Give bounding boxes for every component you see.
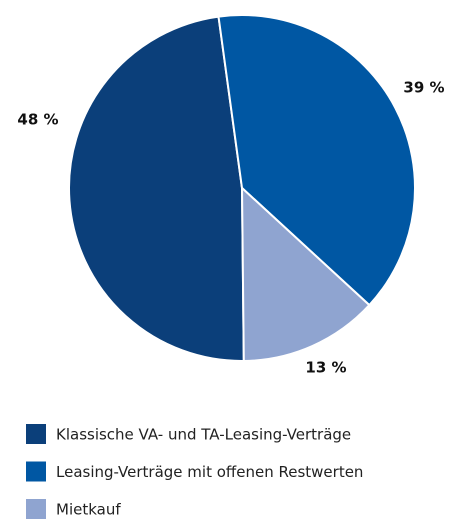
- legend-label: Mietkauf: [56, 501, 121, 519]
- legend-label: Klassische VA- und TA-Leasing-Verträge: [56, 426, 351, 444]
- pie-slice: [217, 14, 416, 307]
- legend-swatch: [26, 461, 46, 482]
- slice-label: 48 %: [17, 111, 58, 129]
- legend-swatch: [26, 499, 46, 519]
- pie-slice: [68, 15, 245, 362]
- legend-label: Leasing-Verträge mit offenen Restwerten: [56, 463, 363, 481]
- slice-label: 39 %: [403, 79, 444, 97]
- pie-slice: [240, 185, 371, 363]
- legend-swatch: [26, 424, 46, 444]
- slice-label: 13 %: [305, 359, 346, 377]
